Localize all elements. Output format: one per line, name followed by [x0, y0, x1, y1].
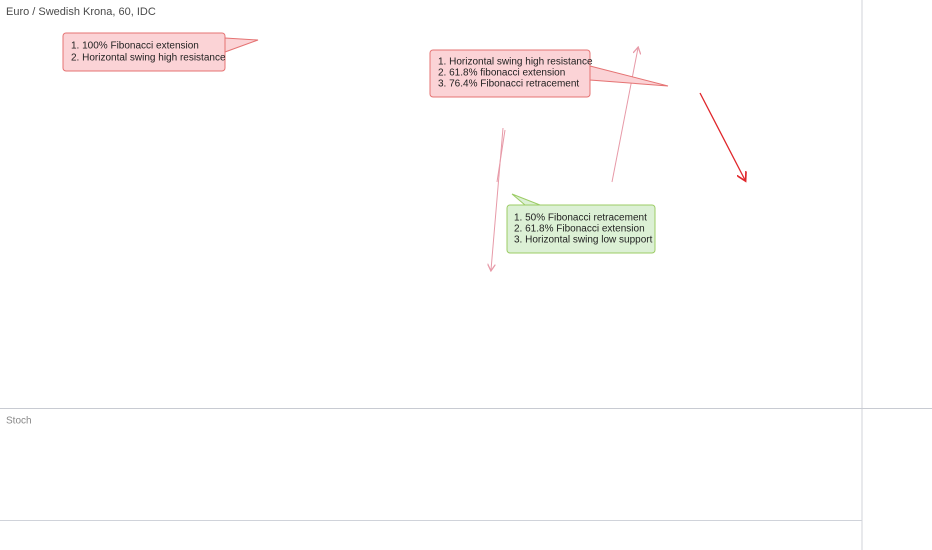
arrow — [496, 129, 506, 183]
annotation-text: 1. Horizontal swing high resistance — [438, 57, 593, 68]
indicator-title: Stoch — [6, 416, 32, 427]
annotation-box — [429, 49, 591, 98]
annotation-text: 1. 100% Fibonacci extension — [71, 41, 199, 52]
chart-title: Euro / Swedish Krona, 60, IDC — [6, 6, 156, 18]
callout-pointer — [589, 65, 669, 87]
annotation-text: 2. Horizontal swing high resistance — [71, 53, 226, 64]
annotation-text: 2. 61.8% Fibonacci extension — [514, 224, 645, 235]
annotation-box — [62, 32, 226, 72]
annotation-text: 1. 50% Fibonacci retracement — [514, 213, 647, 224]
annotation-box — [506, 204, 656, 254]
annotation-text: 2. 61.8% fibonacci extension — [438, 68, 565, 79]
arrow — [699, 92, 745, 180]
callout-pointer — [511, 193, 541, 206]
callout-pointer — [224, 37, 259, 53]
annotation-text: 3. 76.4% Fibonacci retracement — [438, 79, 579, 90]
annotation-text: 3. Horizontal swing low support — [514, 235, 653, 246]
arrow — [611, 48, 638, 183]
arrow — [491, 127, 504, 270]
